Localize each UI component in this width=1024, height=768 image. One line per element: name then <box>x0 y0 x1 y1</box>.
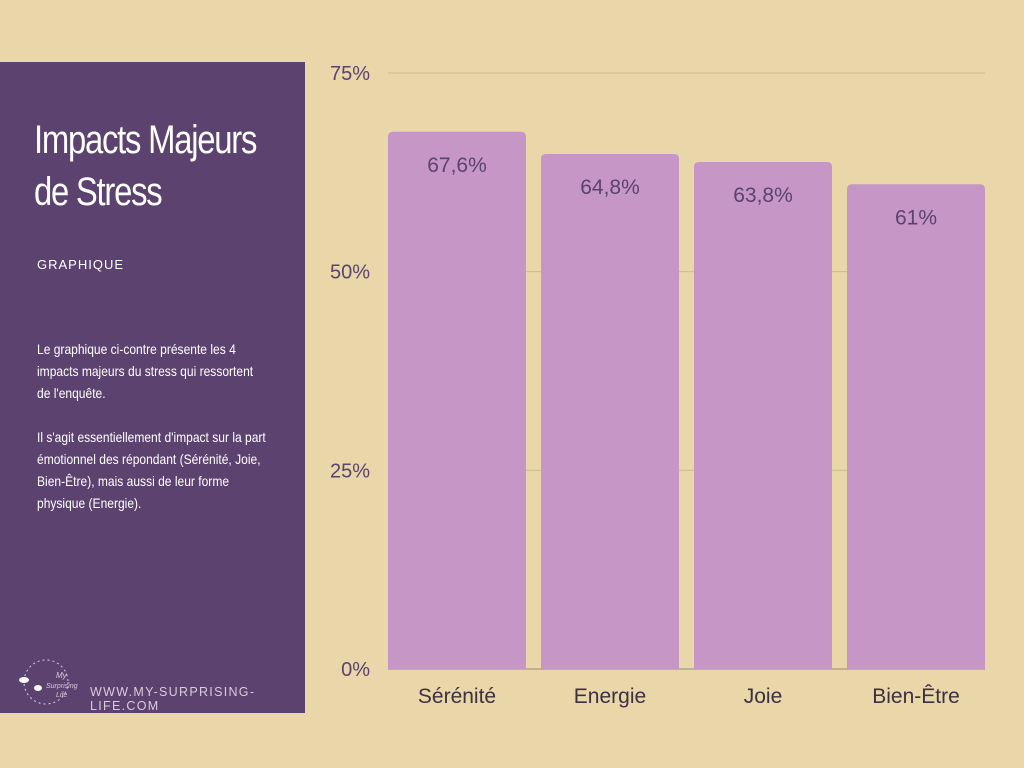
description-paragraph-2: Il s'agit essentiellement d'impact sur l… <box>37 429 266 511</box>
info-panel: Impacts Majeurs de Stress GRAPHIQUE Le g… <box>0 62 305 713</box>
description-paragraph-1: Le graphique ci-contre présente les 4 im… <box>37 341 254 401</box>
title-line-1: Impacts Majeurs <box>34 118 257 162</box>
svg-text:Life: Life <box>56 692 67 699</box>
bar <box>694 162 832 669</box>
data-label: 64,8% <box>580 176 640 199</box>
description: Le graphique ci-contre présente les 4 im… <box>37 338 269 536</box>
y-tick-label: 25% <box>330 460 370 482</box>
logo-icon: My Surprising Life <box>19 659 78 705</box>
bar <box>541 154 679 669</box>
y-tick-label: 0% <box>341 659 370 681</box>
title-line-2: de Stress <box>34 170 163 214</box>
y-tick-label: 75% <box>330 63 370 85</box>
bar <box>388 131 526 670</box>
data-label: 67,6% <box>427 154 487 177</box>
subtitle: GRAPHIQUE <box>37 257 125 272</box>
data-label: 63,8% <box>733 184 793 207</box>
bar <box>847 184 985 669</box>
x-tick-label: Sérénité <box>418 685 496 708</box>
y-tick-label: 50% <box>330 262 370 284</box>
svg-text:Surprising: Surprising <box>46 683 78 690</box>
svg-text:My: My <box>56 671 68 680</box>
website-link[interactable]: WWW.MY-SURPRISING-LIFE.COM <box>90 685 256 713</box>
page-title: Impacts Majeurs de Stress <box>34 114 257 218</box>
x-tick-label: Energie <box>574 685 646 708</box>
x-tick-label: Bien-Être <box>872 685 960 708</box>
x-tick-label: Joie <box>744 685 783 708</box>
data-label: 61% <box>895 206 937 229</box>
